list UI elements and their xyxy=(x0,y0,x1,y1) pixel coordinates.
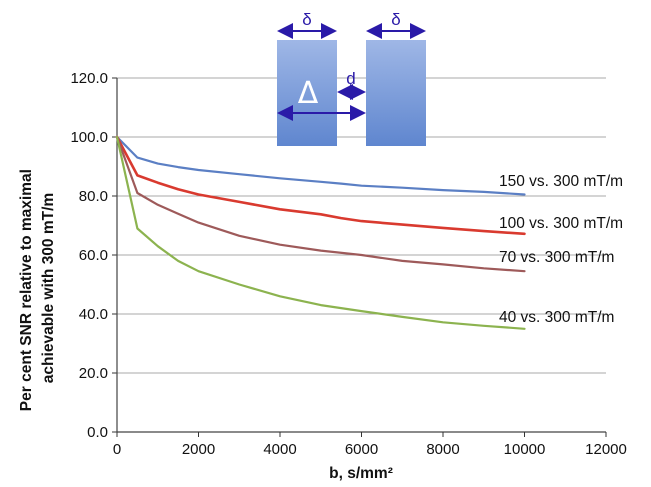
series-lines xyxy=(115,135,526,330)
series-label-2: 100 vs. 300 mT/m xyxy=(499,215,623,232)
x-tick-labels: 0 2000 4000 6000 8000 10000 12000 xyxy=(113,441,627,458)
x-axis-title: b, s/mm² xyxy=(329,465,393,482)
y-tick-label: 120.0 xyxy=(70,70,108,87)
x-tick-label: 2000 xyxy=(182,441,215,458)
x-tick-label: 0 xyxy=(113,441,121,458)
series-label-3: 70 vs. 300 mT/m xyxy=(499,249,614,266)
delta-small-label-1: δ xyxy=(302,10,311,29)
y-tick-label: 40.0 xyxy=(79,306,108,323)
series-line-2 xyxy=(115,135,526,236)
series-line-1 xyxy=(115,135,526,196)
x-tick-label: 10000 xyxy=(504,441,546,458)
pulse-sequence-inset: δ δ d Δ xyxy=(277,10,426,146)
series-line-3 xyxy=(115,135,526,273)
series-label-1: 150 vs. 300 mT/m xyxy=(499,173,623,190)
series-label-4: 40 vs. 300 mT/m xyxy=(499,309,614,326)
x-tick-label: 8000 xyxy=(426,441,459,458)
y-axis-title: Per cent SNR relative to maximal achieva… xyxy=(18,165,57,411)
y-tick-label: 100.0 xyxy=(70,129,108,146)
d-label: d xyxy=(346,69,355,88)
x-tick-label: 12000 xyxy=(585,441,627,458)
x-tick-label: 4000 xyxy=(263,441,296,458)
y-tick-label: 60.0 xyxy=(79,247,108,264)
y-axis-title-line-2: achievable with 300 mT/m xyxy=(40,193,57,383)
series-line-4 xyxy=(115,135,526,330)
y-tick-label: 0.0 xyxy=(87,424,108,441)
series-labels: 150 vs. 300 mT/m 100 vs. 300 mT/m 70 vs. 3… xyxy=(499,173,623,326)
y-tick-label: 20.0 xyxy=(79,365,108,382)
x-tick-label: 6000 xyxy=(345,441,378,458)
gradient-pulse-1 xyxy=(277,40,337,146)
gradient-pulse-2 xyxy=(366,40,426,146)
y-tick-label: 80.0 xyxy=(79,188,108,205)
delta-large-label: Δ xyxy=(298,76,319,111)
y-tick-labels: 0.0 20.0 40.0 60.0 80.0 100.0 120.0 xyxy=(70,70,108,441)
y-axis-title-line-1: Per cent SNR relative to maximal xyxy=(18,169,35,411)
delta-small-label-2: δ xyxy=(391,10,400,29)
